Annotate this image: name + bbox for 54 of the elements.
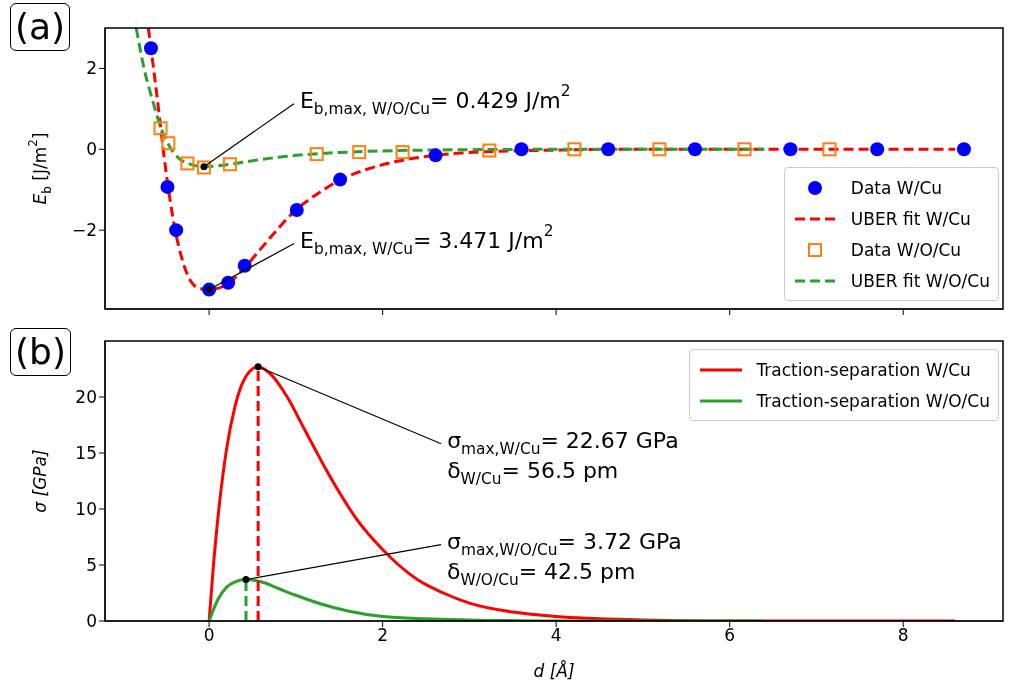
x-tick-label: 8 [897,625,909,646]
x-tick-label: 2 [377,625,389,646]
point [956,142,971,157]
annotation: E$_{b,max, W/O/Cu}$= 0.429 J/m$^{2}$ [299,81,571,118]
point [222,157,237,172]
y-tick-label: 2 [86,58,97,79]
y-tick-label: 0 [86,611,97,632]
x-tick-label: 4 [550,625,562,646]
point [687,142,702,157]
legend-label: UBER fit W/O/Cu [850,270,990,291]
point [169,223,184,238]
point [196,160,211,175]
point [352,145,367,160]
y-tick-label: −2 [71,220,97,241]
x-tick-label: 0 [203,625,215,646]
point [289,202,304,217]
annotation: σ$_{max,W/Cu}$= 22.67 GPa [447,427,679,458]
point [428,148,443,163]
y-tick-label: 20 [75,387,97,408]
point [143,41,158,56]
legend-label: UBER fit W/Cu [850,208,971,229]
chart-title: (b) [10,328,71,376]
point [160,179,175,194]
y-tick-label: 0 [86,139,97,160]
legend-label: Traction-separation W/O/Cu [756,390,990,411]
annotation: δ$_{W/Cu}$= 56.5 pm [447,457,619,488]
point [180,156,195,171]
y-axis-title: σ [GPa] [30,449,50,513]
point [333,172,348,187]
point [161,136,176,151]
point [567,142,582,157]
x-axis-title: d [Å] [533,660,575,681]
point [395,145,410,160]
legend-label: Data W/O/Cu [850,239,962,260]
point [652,142,667,157]
y-tick-label: 10 [75,499,97,520]
point [482,143,497,158]
point [822,142,837,157]
point [309,147,324,162]
point [870,142,885,157]
annotation: δ$_{W/O/Cu}$= 42.5 pm [446,558,636,589]
annotation: E$_{b,max, W/Cu}$= 3.471 J/m$^{2}$ [300,221,554,258]
point [737,142,752,157]
x-tick-label: 6 [724,625,736,646]
legend-label: Data W/Cu [850,177,943,198]
legend-label: Traction-separation W/Cu [756,359,971,380]
point [783,142,798,157]
y-tick-label: 15 [75,443,97,464]
chart-title: (a) [10,3,71,51]
point [601,142,616,157]
annotation: σ$_{max,W/O/Cu}$= 3.72 GPa [446,528,682,559]
point [153,121,168,136]
y-tick-label: 5 [86,555,97,576]
point [514,142,529,157]
